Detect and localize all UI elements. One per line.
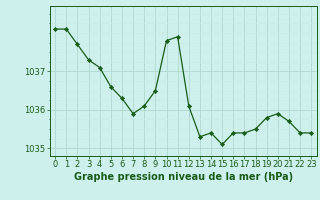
X-axis label: Graphe pression niveau de la mer (hPa): Graphe pression niveau de la mer (hPa) <box>74 172 293 182</box>
